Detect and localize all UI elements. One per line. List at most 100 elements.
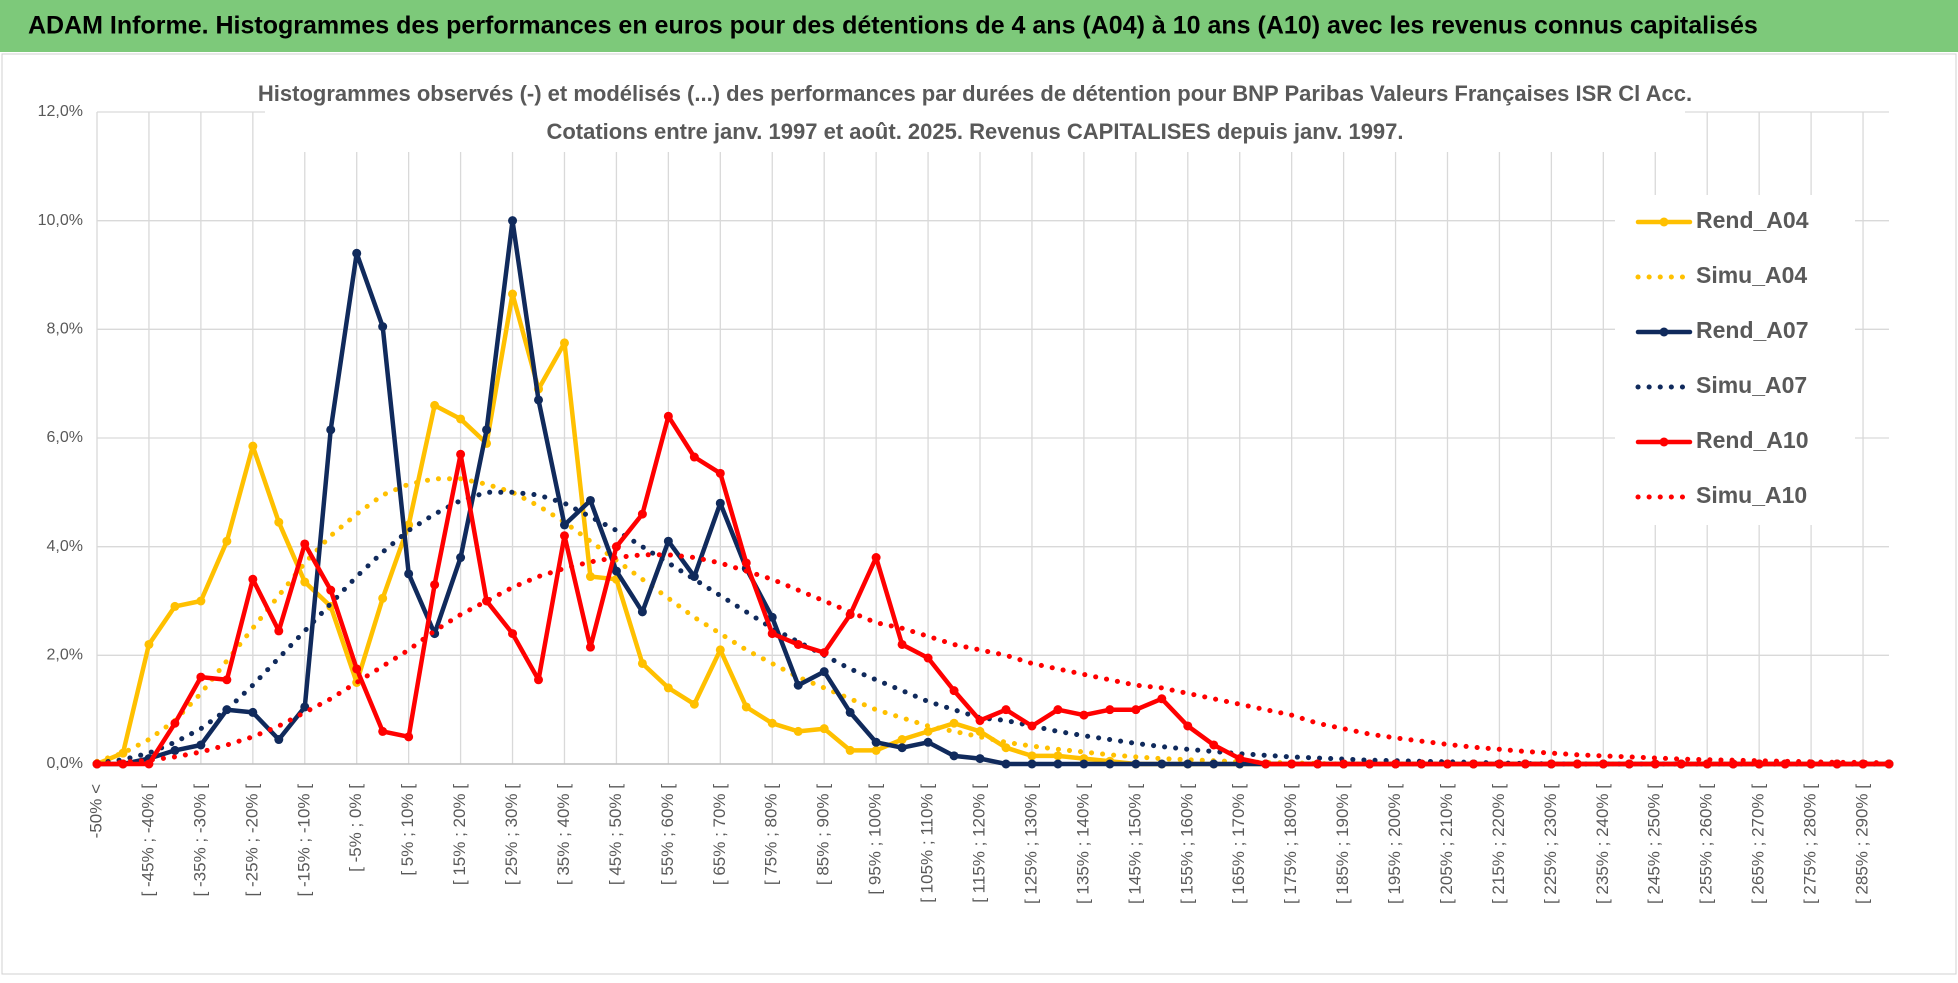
point — [663, 683, 673, 693]
point — [1598, 759, 1608, 769]
point — [378, 726, 388, 736]
point — [1468, 759, 1478, 769]
point — [508, 289, 518, 299]
point — [975, 754, 985, 764]
point — [1442, 759, 1452, 769]
point — [663, 411, 673, 421]
x-tick-label: [ 5% ; 10% [ — [398, 784, 417, 876]
point — [1624, 759, 1634, 769]
point — [819, 724, 829, 734]
point — [222, 675, 232, 685]
point — [326, 585, 336, 595]
point — [1131, 759, 1141, 769]
banner-title: ADAM Informe. Histogrammes des performan… — [28, 12, 1758, 40]
point — [897, 743, 907, 753]
x-tick-label: [ 145% ; 150% [ — [1125, 784, 1144, 904]
point — [456, 449, 466, 459]
point — [975, 726, 985, 736]
point — [767, 629, 777, 639]
point — [559, 520, 569, 530]
x-tick-label: -50% < — [86, 784, 105, 838]
point — [248, 707, 258, 717]
x-tick-label: [ 85% ; 90% [ — [814, 784, 833, 885]
point — [1157, 694, 1167, 704]
point — [1287, 759, 1297, 769]
x-tick-label: [ 285% ; 290% [ — [1853, 784, 1872, 904]
point — [1494, 759, 1504, 769]
x-tick-label: [ 185% ; 190% [ — [1333, 784, 1352, 904]
point — [1131, 705, 1141, 715]
x-tick-label: [ 225% ; 230% [ — [1541, 784, 1560, 904]
point — [767, 612, 777, 622]
y-tick-label: 4,0% — [47, 538, 83, 555]
point — [170, 718, 180, 728]
point — [897, 735, 907, 745]
point — [456, 414, 466, 424]
point — [274, 735, 284, 745]
point — [871, 737, 881, 747]
point — [274, 517, 284, 527]
point — [508, 216, 518, 226]
point — [456, 553, 466, 563]
point — [1417, 759, 1427, 769]
x-tick-label: [ 275% ; 280% [ — [1801, 784, 1820, 904]
point — [1053, 751, 1063, 761]
point — [378, 322, 388, 332]
point — [819, 648, 829, 658]
point — [585, 572, 595, 582]
point — [1053, 759, 1063, 769]
y-tick-label: 10,0% — [38, 212, 83, 229]
point — [871, 553, 881, 563]
point — [767, 718, 777, 728]
point — [222, 536, 232, 546]
y-tick-label: 8,0% — [47, 321, 83, 338]
point — [1650, 759, 1660, 769]
point — [1391, 759, 1401, 769]
chart: 0,0% 2,0% 4,0% 6,0% 8,0% 10,0% 12,0% -50% < [ -4… — [38, 103, 1894, 904]
point — [949, 718, 959, 728]
point — [1105, 759, 1115, 769]
legend-label: Simu_A10 — [1696, 482, 1807, 508]
point — [611, 566, 621, 576]
point — [196, 596, 206, 606]
point — [1157, 759, 1167, 769]
x-tick-label: [ 115% ; 120% [ — [969, 784, 988, 903]
point — [534, 675, 544, 685]
point — [559, 531, 569, 541]
x-tick-label: [ 255% ; 260% [ — [1697, 784, 1716, 904]
x-tick-label: [ 165% ; 170% [ — [1229, 784, 1248, 904]
point — [793, 726, 803, 736]
legend: Rend_A04 Simu_A04 Rend_A07 Simu_A07 Rend_A10… — [1615, 195, 1855, 525]
legend-label: Rend_A07 — [1696, 317, 1808, 343]
point — [1313, 759, 1323, 769]
x-tick-label: [ 35% ; 40% [ — [554, 784, 573, 885]
point — [585, 495, 595, 505]
x-tick-label: [ -5% ; 0% [ — [346, 784, 365, 872]
point — [1520, 759, 1530, 769]
chart-subtitle: Cotations entre janv. 1997 et août. 2025… — [546, 119, 1403, 144]
point — [508, 629, 518, 639]
x-tick-label: [ 195% ; 200% [ — [1385, 784, 1404, 904]
x-tick-label: [ 105% ; 110% [ — [918, 784, 937, 903]
point — [1027, 759, 1037, 769]
point — [274, 626, 284, 636]
point — [845, 707, 855, 717]
point — [1001, 705, 1011, 715]
point — [352, 664, 362, 674]
point — [1365, 759, 1375, 769]
point — [378, 593, 388, 603]
point — [689, 572, 699, 582]
point — [897, 639, 907, 649]
x-tick-label: [ 45% ; 50% [ — [606, 784, 625, 885]
point — [975, 716, 985, 726]
point — [585, 642, 595, 652]
chart-title: Histogrammes observés (-) et modélisés (… — [258, 81, 1692, 106]
point — [1261, 759, 1271, 769]
x-tick-label: [ 265% ; 270% [ — [1749, 784, 1768, 904]
point — [1053, 705, 1063, 715]
point — [1027, 721, 1037, 731]
legend-marker — [1659, 437, 1669, 447]
point — [637, 509, 647, 519]
x-tick-label: [ 95% ; 100% [ — [866, 784, 885, 895]
